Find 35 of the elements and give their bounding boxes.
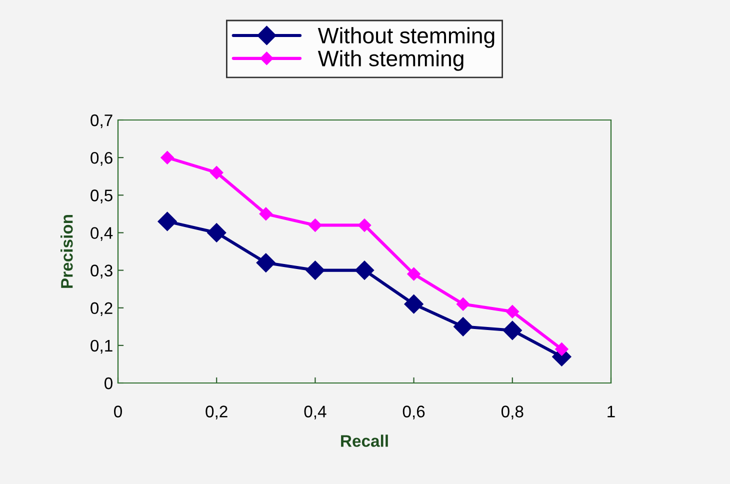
point bbox=[506, 305, 519, 318]
x-tick-label: 0 bbox=[114, 406, 122, 418]
y-tick-label: 0,3 bbox=[90, 264, 112, 278]
point bbox=[308, 218, 322, 232]
point bbox=[210, 166, 224, 180]
point bbox=[158, 212, 177, 231]
point bbox=[256, 253, 276, 272]
point bbox=[404, 294, 424, 314]
point bbox=[259, 207, 272, 221]
legend-label: With stemming bbox=[318, 50, 464, 71]
y-tick-label: 0,1 bbox=[90, 340, 112, 354]
point bbox=[407, 267, 420, 281]
x-tick-label: 0,6 bbox=[402, 406, 425, 420]
point bbox=[454, 317, 473, 336]
legend-label: Without stemming bbox=[318, 27, 494, 48]
y-tick-label: 0,7 bbox=[90, 114, 112, 128]
point bbox=[354, 260, 374, 280]
y-tick-label: 0,2 bbox=[90, 302, 112, 316]
y-tick-label: 0,6 bbox=[90, 152, 112, 166]
point bbox=[456, 298, 470, 311]
point bbox=[207, 223, 226, 242]
point bbox=[555, 342, 568, 356]
x-tick-label: 0,8 bbox=[501, 406, 524, 420]
y-tick-label: 0 bbox=[104, 377, 112, 390]
x-tick-label: 1 bbox=[608, 406, 615, 418]
x-axis-title: Recall bbox=[341, 434, 388, 447]
x-tick-label: 0,2 bbox=[206, 406, 228, 420]
point bbox=[306, 260, 325, 280]
y-axis-title: Precision bbox=[60, 215, 73, 288]
point bbox=[358, 218, 372, 232]
x-tick-label: 0,4 bbox=[304, 406, 326, 420]
y-tick-label: 0,4 bbox=[90, 227, 113, 241]
y-tick-label: 0,5 bbox=[90, 190, 112, 204]
point bbox=[502, 320, 522, 340]
point bbox=[160, 150, 174, 164]
